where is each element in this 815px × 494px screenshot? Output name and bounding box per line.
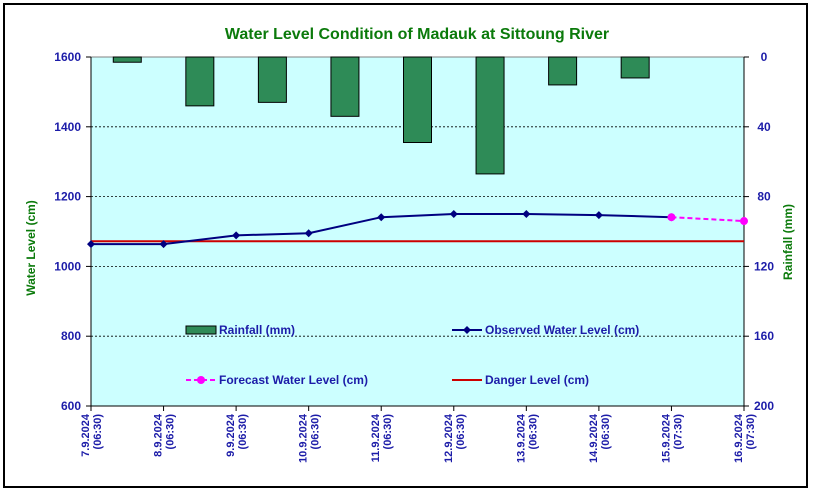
x-tick-label: 8.9.2024(06:30) xyxy=(153,413,177,457)
left-axis-title: Water Level (cm) xyxy=(24,200,38,296)
rainfall-bar xyxy=(475,56,505,175)
observed-level-point xyxy=(449,210,458,219)
rainfall-bar xyxy=(548,56,578,86)
observed-level-point xyxy=(594,211,603,220)
x-tick-label: 10.9.2024(06:30) xyxy=(298,413,322,463)
left-tick-label: 1000 xyxy=(54,259,81,273)
legend-label: Danger Level (cm) xyxy=(485,373,589,387)
rainfall-bar xyxy=(620,56,650,79)
observed-level-point xyxy=(522,210,531,219)
observed-level-point xyxy=(232,231,241,240)
left-tick-label: 600 xyxy=(61,399,81,413)
rainfall-bar xyxy=(403,56,432,144)
legend-label: Forecast Water Level (cm) xyxy=(219,373,368,387)
x-tick-label: 13.9.2024(06:30) xyxy=(515,413,539,463)
forecast-level-line xyxy=(671,216,745,223)
forecast-level-point xyxy=(740,217,748,226)
right-tick-label: 160 xyxy=(754,329,774,343)
right-tick-label: 80 xyxy=(757,190,771,204)
x-tick-label: 14.9.2024(06:30) xyxy=(588,413,612,463)
x-tick-label: 12.9.2024(06:30) xyxy=(443,413,467,463)
left-tick-label: 1200 xyxy=(54,190,81,204)
rainfall-bar xyxy=(257,56,287,103)
left-tick-label: 1400 xyxy=(54,120,81,134)
observed-level-point xyxy=(377,213,386,222)
rainfall-bar xyxy=(185,56,215,107)
legend-diamond-marker xyxy=(463,326,471,334)
x-tick-label: 7.9.2024(06:30) xyxy=(80,413,104,457)
observed-level-point xyxy=(87,240,95,249)
legend-label: Rainfall (mm) xyxy=(219,323,295,337)
right-tick-label: 120 xyxy=(754,259,774,273)
legend-label: Observed Water Level (cm) xyxy=(485,323,639,337)
legend-circle-marker xyxy=(197,376,205,384)
plot-area: 1600 1400 1200 1000 800 600 0 40 80 120 160 200 7.9.… xyxy=(54,50,774,463)
right-tick-label: 200 xyxy=(754,399,774,413)
rainfall-bar xyxy=(112,56,142,63)
left-tick-label: 800 xyxy=(61,329,81,343)
left-tick-label: 1600 xyxy=(54,50,81,64)
right-tick-label: 40 xyxy=(757,120,771,134)
right-axis-title: Rainfall (mm) xyxy=(781,204,795,280)
chart-title: Water Level Condition of Madauk at Sitto… xyxy=(225,26,609,43)
right-tick-label: 0 xyxy=(761,50,768,64)
observed-level-point xyxy=(304,229,313,238)
x-tick-label: 15.9.2024(07:30) xyxy=(660,413,684,463)
rainfall-bar xyxy=(330,56,360,117)
x-tick-label: 9.9.2024(06:30) xyxy=(225,413,249,457)
x-tick-label: 16.9.2024(07:30) xyxy=(733,413,757,463)
x-tick-label: 11.9.2024(06:30) xyxy=(370,413,394,462)
observed-level-point xyxy=(159,240,168,249)
forecast-level-point xyxy=(667,213,676,222)
legend-rainfall-swatch xyxy=(185,325,217,335)
